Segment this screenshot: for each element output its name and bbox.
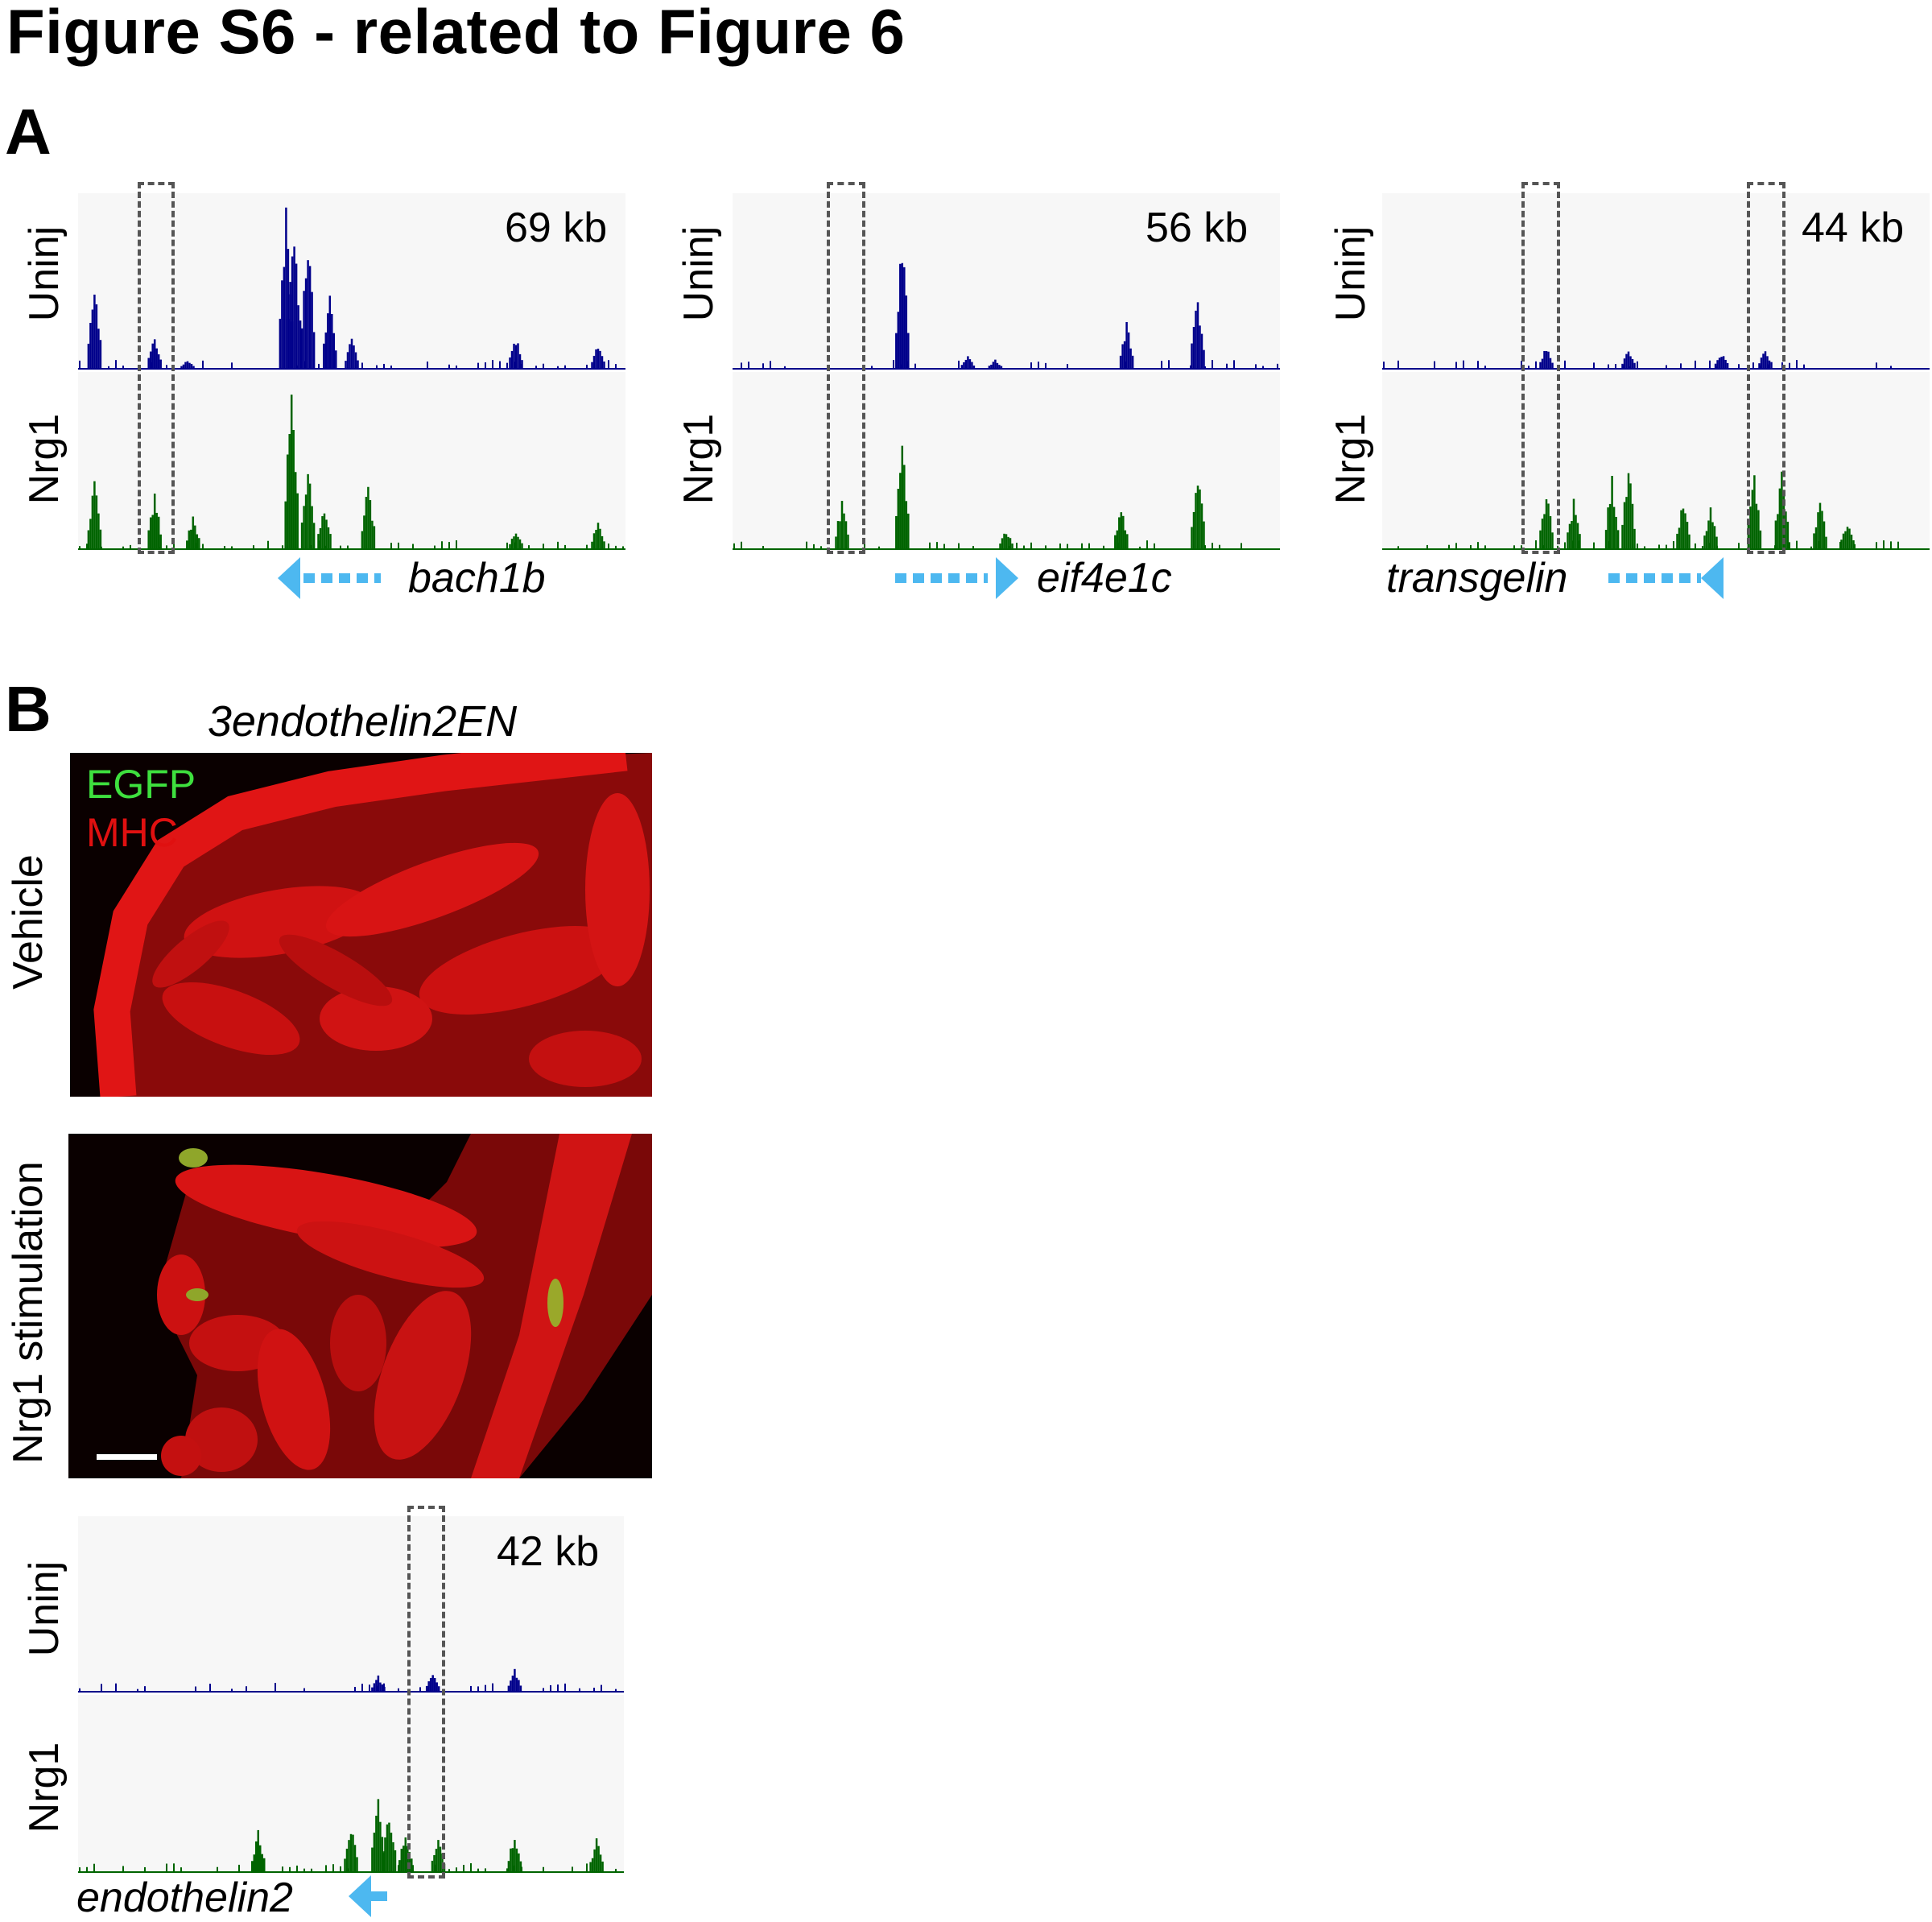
nrg1-track <box>733 372 1280 551</box>
gene-name: transgelin <box>1386 555 1568 601</box>
nrg1-row-label: Nrg1 <box>21 1742 68 1833</box>
track-length-label: 56 kb <box>1146 205 1249 251</box>
nrg1-track <box>78 372 625 551</box>
legend-mhc: MHC <box>86 810 178 855</box>
nrg1-stimulation-row-label: Nrg1 stimulation <box>5 1161 52 1464</box>
uninj-track <box>78 1516 624 1693</box>
gene-direction-arrow-left <box>1608 557 1724 599</box>
track-length-label: 69 kb <box>505 205 608 251</box>
micrograph-nrg1-stimulation <box>68 1134 652 1478</box>
micrograph-vehicle: EGFP MHC <box>70 753 652 1097</box>
nrg1-track <box>1382 372 1930 551</box>
region-highlight-box <box>1747 182 1785 554</box>
panel-b-label: B <box>5 673 52 745</box>
scale-bar <box>97 1454 157 1460</box>
figure-title: Figure S6 - related to Figure 6 <box>6 0 906 67</box>
nrg1-row-label: Nrg1 <box>675 413 722 505</box>
uninj-row-label: Uninj <box>21 1560 68 1657</box>
construct-name: 3endothelin2EN <box>207 697 518 746</box>
track-length-label: 42 kb <box>497 1528 600 1575</box>
panel-a-label: A <box>5 96 52 167</box>
track-length-label: 44 kb <box>1802 205 1905 251</box>
gene-direction-arrow-left <box>278 557 381 599</box>
legend-egfp: EGFP <box>86 762 196 807</box>
uninj-track <box>78 193 625 370</box>
nrg1-row-label: Nrg1 <box>21 413 68 505</box>
gene-direction-arrow-right <box>895 557 1018 599</box>
uninj-row-label: Uninj <box>675 225 722 322</box>
nrg1-track <box>78 1695 624 1874</box>
vehicle-row-label: Vehicle <box>5 854 52 990</box>
gene-direction-arrow-left <box>349 1875 387 1917</box>
gene-name: bach1b <box>408 555 546 601</box>
uninj-track <box>1382 193 1930 370</box>
uninj-track <box>733 193 1280 370</box>
region-highlight-box <box>1521 182 1560 554</box>
nrg1-row-label: Nrg1 <box>1327 413 1374 505</box>
uninj-row-label: Uninj <box>1327 225 1374 322</box>
region-highlight-box <box>138 182 175 554</box>
vehicle-tissue <box>93 753 652 1097</box>
region-highlight-box <box>827 182 865 554</box>
uninj-row-label: Uninj <box>21 225 68 322</box>
gene-name: endothelin2 <box>76 1874 293 1921</box>
region-highlight-box <box>407 1506 445 1879</box>
gene-name: eif4e1c <box>1037 555 1172 601</box>
nrg1-tissue <box>157 1134 652 1478</box>
